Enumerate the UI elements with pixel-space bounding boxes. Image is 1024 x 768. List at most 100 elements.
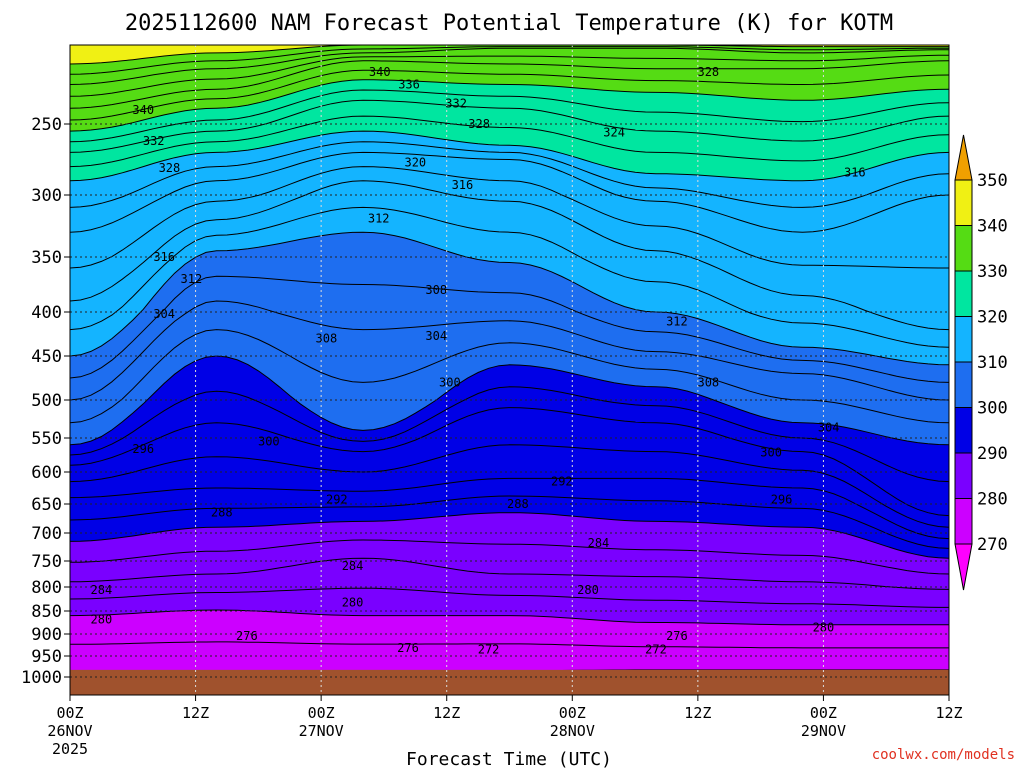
colorbar-band [954, 270, 973, 317]
isotherm-312 [70, 180, 949, 331]
y-tick-label: 700 [31, 524, 62, 544]
contour-label: 280 [342, 595, 364, 609]
contour-label: 308 [316, 331, 338, 345]
x-tick-date: 29NOV [801, 722, 846, 740]
isotherm-330 [70, 69, 949, 121]
colorbar-tick-label: 310 [977, 353, 1008, 373]
isotherm-316 [70, 151, 949, 233]
colorbar-band [954, 316, 973, 363]
contour-label: 296 [771, 493, 793, 507]
y-tick-label: 350 [31, 248, 62, 268]
contour-label: 332 [143, 134, 165, 148]
contour-label: 320 [404, 155, 426, 169]
contour-label: 316 [153, 250, 175, 264]
colorbar-band [954, 498, 973, 545]
plot-border [69, 44, 950, 696]
isotherm-292 [70, 477, 949, 540]
x-axis-label: Forecast Time (UTC) [406, 749, 612, 768]
gridlines [70, 45, 949, 695]
x-tick-date: 27NOV [299, 722, 344, 740]
contour-label: 284 [342, 559, 364, 573]
contour-label: 292 [551, 475, 573, 489]
colorbar-tick-label: 350 [977, 171, 1008, 191]
isotherm-334 [70, 54, 949, 97]
contour-label: 276 [236, 629, 258, 643]
isotherm-328 [70, 79, 949, 132]
y-tick-label: 500 [31, 391, 62, 411]
y-tick-label: 1000 [21, 668, 62, 688]
colorbar-band [954, 543, 973, 591]
contour-label: 288 [507, 497, 529, 511]
y-tick-label: 300 [31, 186, 62, 206]
colorbar: 270 280 290 300 310 320 330 340 350 [954, 134, 1008, 591]
contour-label: 312 [368, 212, 390, 226]
y-tick-label: 750 [31, 552, 62, 572]
y-tick-label: 450 [31, 347, 62, 367]
isotherm-288 [70, 512, 949, 559]
x-tick-label: 00Z [810, 704, 837, 722]
isotherm-324 [70, 99, 949, 153]
isotherm-340 [70, 45, 949, 65]
isotherm-306 [70, 275, 949, 383]
contour-label: 280 [813, 621, 835, 635]
isotherm-286 [70, 539, 949, 575]
x-tick-year: 2025 [52, 740, 88, 758]
y-tick-label: 250 [31, 115, 62, 135]
isotherm-lines [70, 45, 949, 673]
contour-label: 308 [697, 375, 719, 389]
x-tick-label: 12Z [935, 704, 962, 722]
isotherm-322 [70, 115, 949, 168]
credit-link[interactable]: coolwx.com/models [872, 747, 1015, 763]
contour-label: 312 [181, 272, 203, 286]
y-tick-label: 600 [31, 463, 62, 483]
contour-label: 272 [645, 642, 667, 656]
isotherm-290 [70, 495, 949, 549]
isotherm-314 [70, 166, 949, 269]
colorbar-tick-label: 280 [977, 490, 1008, 510]
colorbar-tick-label: 340 [977, 217, 1008, 237]
contour-label: 316 [452, 178, 474, 192]
colorbar-band [954, 179, 973, 226]
colorbar-band [954, 361, 973, 408]
contour-label: 332 [445, 96, 467, 110]
contour-label: 280 [91, 613, 113, 627]
isotherm-282 [70, 587, 949, 608]
x-tick-label: 12Z [182, 704, 209, 722]
y-tick-label: 400 [31, 303, 62, 323]
contour-label: 328 [697, 65, 719, 79]
y-axis: 250 300 350 400 450 500 550 600 650 700 750 800 850 9… [21, 115, 70, 688]
contour-label: 284 [91, 583, 113, 597]
y-tick-label: 800 [31, 578, 62, 598]
colorbar-band [954, 452, 973, 499]
y-tick-label: 550 [31, 429, 62, 449]
isotherm-320 [70, 130, 949, 182]
colorbar-tick-label: 300 [977, 399, 1008, 419]
isotherm-332 [70, 60, 949, 109]
contour-label: 308 [425, 283, 447, 297]
chart-title: 2025112600 NAM Forecast Potential Temper… [125, 11, 893, 36]
isotherm-280 [70, 609, 949, 626]
contour-label: 276 [666, 629, 688, 643]
x-tick-label: 12Z [684, 704, 711, 722]
y-tick-label: 650 [31, 495, 62, 515]
isotherm-284 [70, 557, 949, 590]
x-tick-label: 00Z [56, 704, 83, 722]
isotherm-318 [70, 141, 949, 208]
contour-label: 316 [844, 165, 866, 179]
colorbar-band [954, 407, 973, 454]
x-tick-label: 00Z [308, 704, 335, 722]
contour-label: 296 [132, 442, 154, 456]
contour-label: 340 [369, 65, 391, 79]
contour-label: 280 [577, 583, 599, 597]
y-tick-label: 850 [31, 602, 62, 622]
isotherm-294 [70, 444, 949, 528]
colorbar-tick-label: 290 [977, 444, 1008, 464]
contour-label: 328 [159, 161, 181, 175]
contour-label: 328 [468, 117, 490, 131]
colorbar-tick-label: 320 [977, 308, 1008, 328]
colorbar-tick-label: 330 [977, 262, 1008, 282]
isotherm-302 [70, 329, 949, 424]
